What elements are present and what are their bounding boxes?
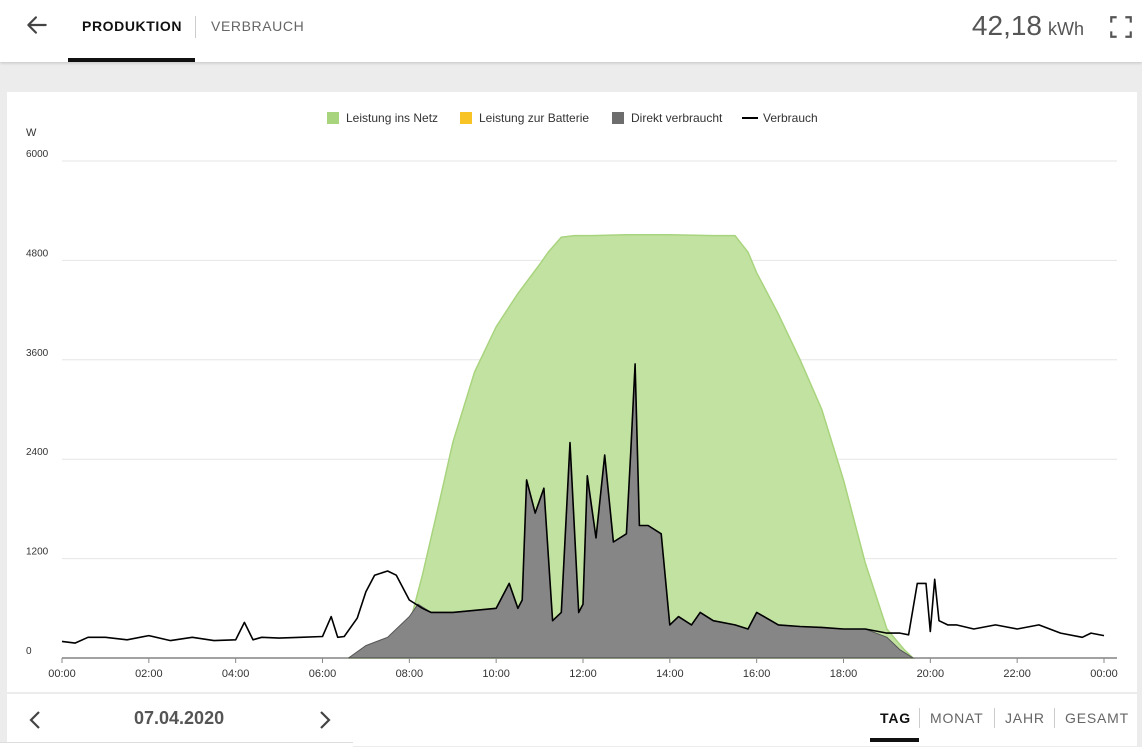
x-tick-label: 10:00 [482, 668, 510, 680]
current-date: 07.04.2020 [134, 708, 225, 728]
x-tick-label: 04:00 [222, 668, 250, 680]
period-gesamt[interactable]: GESAMT [1065, 710, 1129, 726]
x-tick-label: 14:00 [656, 668, 684, 680]
tab-verbrauch[interactable]: VERBRAUCH [211, 18, 305, 34]
chevron-left-icon[interactable] [24, 708, 48, 732]
legend-swatch [612, 112, 624, 124]
y-tick-label: 4800 [26, 248, 49, 259]
x-tick-label: 16:00 [743, 668, 771, 680]
legend-swatch [460, 112, 472, 124]
y-tick-label: 6000 [26, 149, 49, 160]
energy-total: 42,18 kWh [972, 10, 1084, 42]
y-tick-label: 3600 [26, 348, 49, 359]
tab-divider [195, 16, 196, 38]
period-divider [994, 708, 995, 728]
active-period-indicator [870, 738, 919, 742]
period-divider [919, 708, 920, 728]
y-axis-label: W [26, 127, 37, 139]
x-tick-label: 18:00 [830, 668, 858, 680]
chart-plot [61, 233, 1105, 659]
production-chart: Leistung ins Netz Leistung zur Batterie Di… [26, 111, 1118, 680]
legend-label: Leistung zur Batterie [479, 111, 589, 125]
chevron-right-icon[interactable] [312, 708, 336, 732]
active-tab-indicator [68, 58, 195, 62]
bottom-edge [0, 742, 353, 747]
top-bar: PRODUKTION VERBRAUCH 42,18 kWh [0, 0, 1142, 62]
period-divider [1054, 708, 1055, 728]
arrow-left-icon[interactable] [24, 12, 50, 38]
x-tick-label: 02:00 [135, 668, 163, 680]
series-verbrauch [61, 363, 1105, 644]
chart-legend: Leistung ins Netz Leistung zur Batterie Di… [327, 111, 818, 125]
legend-swatch [327, 112, 339, 124]
energy-unit: kWh [1048, 19, 1084, 39]
chart-card: Leistung ins Netz Leistung zur Batterie Di… [7, 92, 1137, 692]
x-tick-label: 06:00 [309, 668, 337, 680]
x-tick-label: 12:00 [569, 668, 597, 680]
period-tag[interactable]: TAG [880, 710, 911, 726]
x-tick-label: 00:00 [1090, 668, 1118, 680]
period-jahr[interactable]: JAHR [1005, 710, 1045, 726]
legend-label: Verbrauch [763, 111, 818, 125]
energy-value: 42,18 [971, 10, 1042, 41]
fullscreen-icon[interactable] [1108, 14, 1134, 40]
x-tick-label: 20:00 [917, 668, 945, 680]
y-tick-label: 1200 [26, 547, 49, 558]
x-tick-label: 22:00 [1003, 668, 1031, 680]
period-monat[interactable]: MONAT [930, 710, 984, 726]
legend-label: Leistung ins Netz [346, 111, 438, 125]
x-tick-label: 08:00 [396, 668, 424, 680]
x-tick-label: 00:00 [48, 668, 76, 680]
y-tick-label: 0 [26, 646, 32, 657]
y-tick-label: 2400 [26, 447, 49, 458]
chart-axes: 0 1200 2400 3600 4800 6000 W 00:00 02:00 04:00 06:… [26, 127, 1118, 680]
tab-produktion[interactable]: PRODUKTION [82, 18, 183, 34]
bottom-bar: 07.04.2020 TAG MONAT JAHR GESAMT [7, 694, 1137, 746]
legend-label: Direkt verbraucht [631, 111, 723, 125]
